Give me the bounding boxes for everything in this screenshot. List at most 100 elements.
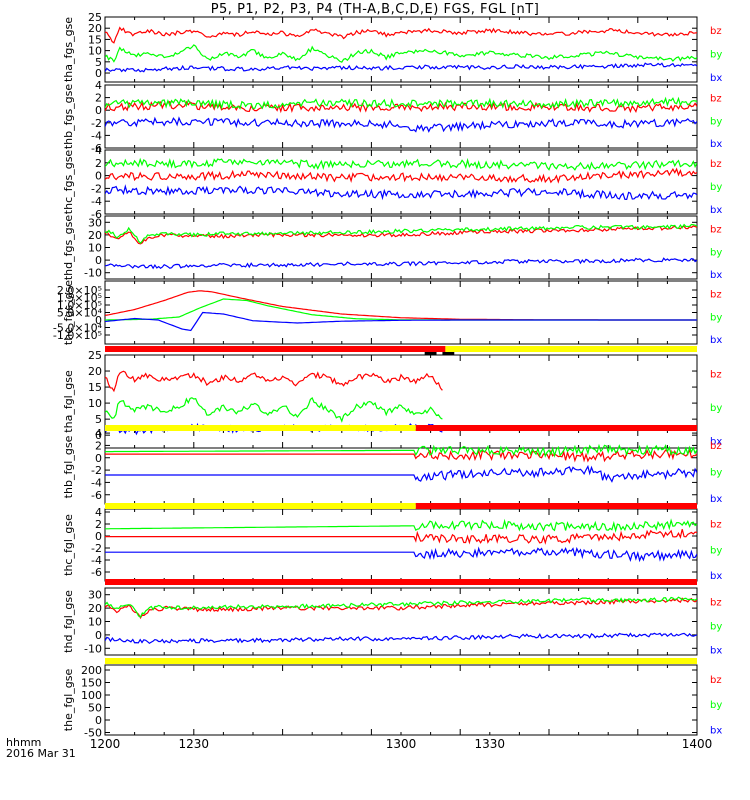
- y-tick-label: 4: [95, 144, 102, 157]
- y-tick-label: 15: [88, 33, 102, 46]
- y-tick-label: 10: [88, 45, 102, 58]
- y-tick-label: -2: [91, 542, 102, 555]
- y-tick-label: 0: [95, 714, 102, 727]
- y-axis-label: tha_fgl_gse: [62, 370, 75, 433]
- status-segment-red: [415, 425, 697, 431]
- legend-bz: bz: [710, 290, 722, 301]
- x-tick-label: 1200: [90, 737, 121, 751]
- y-tick-label: 0: [95, 530, 102, 543]
- series-by: [105, 96, 697, 110]
- footer-date: 2016 Mar 31: [6, 747, 76, 760]
- y-axis-label: thb_fgs_gse: [62, 84, 75, 150]
- series-bx: [105, 632, 697, 645]
- series-by: [105, 443, 697, 458]
- series-bz: [105, 225, 697, 245]
- y-axis-label: thc_fgl_gse: [62, 514, 75, 576]
- legend-bx: bx: [710, 494, 722, 505]
- y-tick-label: -6: [91, 208, 102, 221]
- y-tick-label: 25: [88, 11, 102, 24]
- status-segment-red: [105, 579, 697, 585]
- legend-by: by: [710, 545, 722, 556]
- series-bz: [105, 167, 697, 184]
- y-tick-label: 2: [95, 439, 102, 452]
- y-tick-label: -4: [91, 554, 102, 567]
- y-axis-label: thd_fgl_gse: [62, 590, 75, 653]
- status-bar-1: [105, 346, 697, 355]
- status-segment-yellow: [105, 658, 697, 664]
- legend-by: by: [710, 700, 722, 711]
- y-tick-label: 20: [88, 365, 102, 378]
- series-bx: [105, 62, 697, 73]
- y-axis-label: thc_fgs_gse: [62, 150, 75, 215]
- panel-frame: [104, 508, 698, 582]
- status-bar-2: [105, 425, 697, 431]
- y-tick-label: -10: [84, 642, 102, 655]
- legend-bz: bz: [710, 675, 722, 686]
- panel-frame: [104, 429, 698, 505]
- y-tick-label: -4: [91, 129, 102, 142]
- panel-frame: [104, 664, 698, 736]
- legend-by: by: [710, 49, 722, 60]
- y-tick-label: 5.0×10⁴: [57, 307, 103, 320]
- status-bar-4: [105, 579, 697, 585]
- y-tick-label: 30: [88, 589, 102, 602]
- y-axis-label: tha_fgs_gse: [62, 17, 75, 82]
- x-tick-label: 1400: [682, 737, 713, 751]
- y-tick-label: 1.5×10⁵: [57, 292, 102, 305]
- y-tick-label: -1.0×10⁵: [53, 329, 102, 342]
- legend-bz: bz: [710, 159, 722, 170]
- y-tick-label: 0: [95, 67, 102, 80]
- y-tick-label: 20: [88, 602, 102, 615]
- series-bx: [105, 257, 697, 270]
- y-tick-label: -6: [91, 142, 102, 155]
- status-mark-black: [424, 352, 437, 355]
- y-axis-label: thd_fgs_gse: [62, 215, 75, 281]
- series-bx: [105, 464, 697, 483]
- y-tick-label: 0: [95, 314, 102, 327]
- panel-frame: [104, 16, 698, 83]
- series-by: [105, 518, 697, 533]
- panel-frame: [104, 280, 698, 345]
- y-tick-label: -4: [91, 476, 102, 489]
- chart-title: P5, P1, P2, P3, P4 (TH-A,B,C,D,E) FGS, F…: [210, 2, 540, 17]
- status-segment-yellow: [445, 346, 697, 352]
- panel-8: 420-2-4-6 thc_fgl_gse bz by bx: [62, 506, 722, 582]
- series-bx: [105, 184, 697, 201]
- status-segment-yellow: [105, 425, 416, 431]
- panel-frame: [104, 587, 698, 656]
- y-tick-label: 200: [81, 664, 102, 677]
- legend-bx: bx: [710, 725, 722, 736]
- y-tick-label: -5.0×10⁴: [53, 322, 103, 335]
- status-segment-red: [415, 503, 697, 509]
- y-axis-label: thb_fgl_gse: [62, 435, 75, 498]
- y-tick-label: -6: [91, 489, 102, 502]
- footer-hhmm: hhmm: [6, 736, 41, 749]
- panel-5: 2.0×10⁵1.5×10⁵1.0×10⁵5.0×10⁴0-5.0×10⁴-1.…: [53, 280, 722, 346]
- y-axis-label: the_fgs_gse: [62, 280, 75, 345]
- x-tick-label: 1300: [386, 737, 417, 751]
- legend-bx: bx: [710, 270, 722, 281]
- legend-bz: bz: [710, 597, 722, 608]
- y-tick-label: -6: [91, 566, 102, 579]
- status-bar-5: [105, 658, 697, 664]
- y-tick-label: 0: [95, 629, 102, 642]
- y-tick-label: 2.0×10⁵: [57, 284, 102, 297]
- legend-bz: bz: [710, 370, 722, 381]
- legend-bx: bx: [710, 205, 722, 216]
- legend-by: by: [710, 247, 722, 258]
- y-tick-label: 0: [95, 104, 102, 117]
- legend-bz: bz: [710, 26, 722, 37]
- y-tick-label: 0: [95, 429, 102, 442]
- legend-bz: bz: [710, 519, 722, 530]
- status-segment-yellow: [105, 503, 416, 509]
- series-bx: [105, 311, 697, 332]
- series-bx: [105, 116, 697, 133]
- legend-by: by: [710, 116, 722, 127]
- legend-by: by: [710, 467, 722, 478]
- y-tick-label: 2: [95, 518, 102, 531]
